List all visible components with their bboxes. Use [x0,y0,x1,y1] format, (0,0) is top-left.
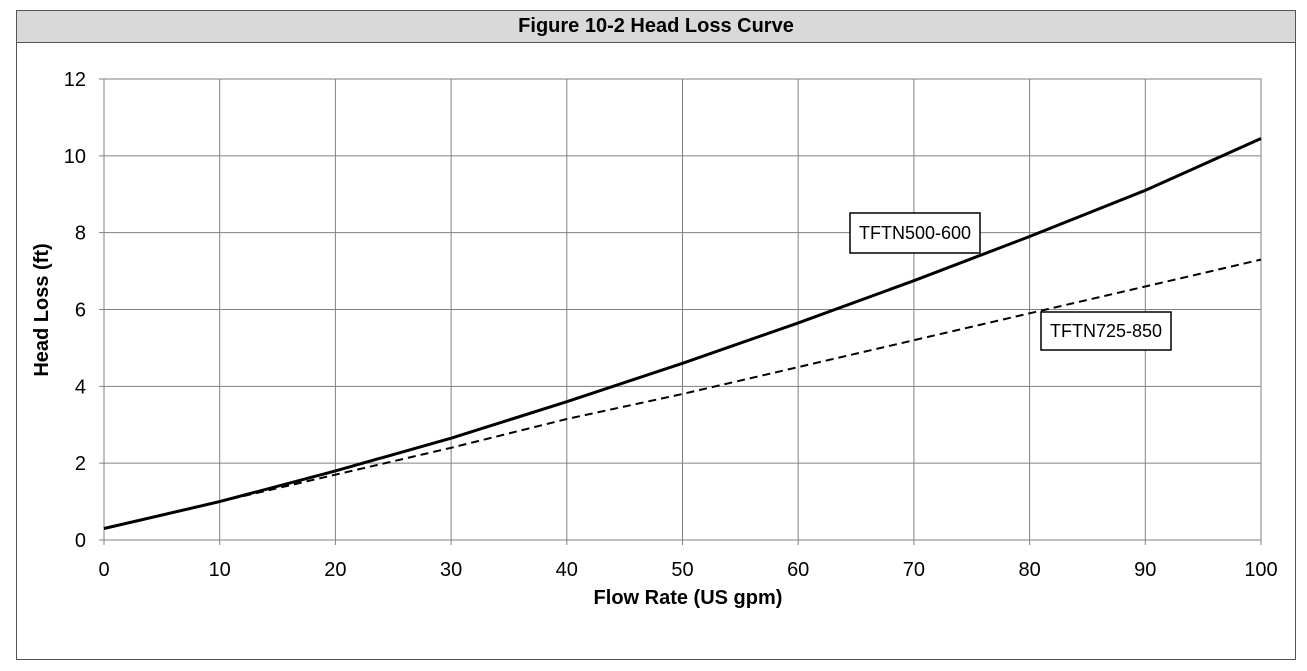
series-line-tftn500-600 [103,137,1262,530]
series-callout-box [1040,311,1172,351]
x-tick-label: 90 [1134,559,1156,581]
x-tick-label: 50 [671,559,693,581]
ticks: 0 10 20 30 40 50 60 70 80 90 100 0 2 4 6 8 10 12 [64,69,1278,581]
series-callout-label: TFTN725-850 [1050,321,1162,341]
callouts: TFTN500-600 TFTN725-850 [849,212,1172,351]
y-tick-label: 8 [75,223,86,245]
y-axis-label: Head Loss (ft) [31,243,53,376]
grid [99,78,1262,545]
x-tick-label: 0 [98,559,109,581]
x-tick-label: 30 [440,559,462,581]
y-tick-label: 6 [75,300,86,322]
series-layer [103,137,1262,530]
x-tick-label: 100 [1244,559,1277,581]
x-tick-label: 20 [324,559,346,581]
y-tick-label: 10 [64,146,86,168]
x-axis-label: Flow Rate (US gpm) [594,587,783,609]
x-tick-label: 10 [209,559,231,581]
series-callout-box [849,212,981,254]
x-tick-label: 40 [556,559,578,581]
x-tick-label: 70 [903,559,925,581]
series-line-tftn725-850 [103,258,1262,530]
y-tick-label: 0 [75,530,86,552]
series-callout-label: TFTN500-600 [859,223,971,243]
x-tick-label: 60 [787,559,809,581]
y-tick-label: 12 [64,69,86,91]
chart-title: Figure 10-2 Head Loss Curve [17,11,1295,43]
y-tick-label: 2 [75,453,86,475]
y-tick-label: 4 [75,376,86,398]
x-tick-label: 80 [1018,559,1040,581]
